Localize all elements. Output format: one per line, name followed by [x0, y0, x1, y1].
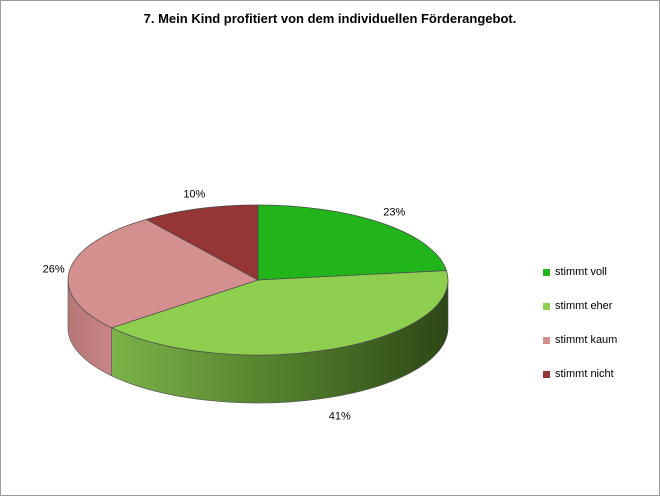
legend-label: stimmt kaum: [555, 334, 618, 346]
data-label-stimmt-kaum: 26%: [43, 264, 65, 276]
legend-swatch: [543, 303, 550, 310]
legend-swatch: [543, 269, 550, 276]
pie-slice-stimmt-eher: [110, 270, 449, 356]
pie-slice-stimmt-voll: [257, 204, 447, 281]
legend-swatch: [543, 337, 550, 344]
data-label-stimmt-eher: 41%: [329, 411, 351, 423]
data-label-stimmt-nicht: 10%: [183, 188, 205, 200]
pie-slice-stimmt-nicht: [145, 204, 259, 281]
legend-label: stimmt voll: [555, 266, 607, 278]
legend-label: stimmt eher: [555, 300, 613, 312]
chart-title: 7. Mein Kind profitiert von dem individu…: [143, 11, 517, 26]
legend-label: stimmt nicht: [555, 368, 614, 380]
data-label-stimmt-voll: 23%: [383, 207, 405, 219]
legend-swatch: [543, 371, 550, 378]
pie-slice-stimmt-kaum: [67, 218, 259, 329]
